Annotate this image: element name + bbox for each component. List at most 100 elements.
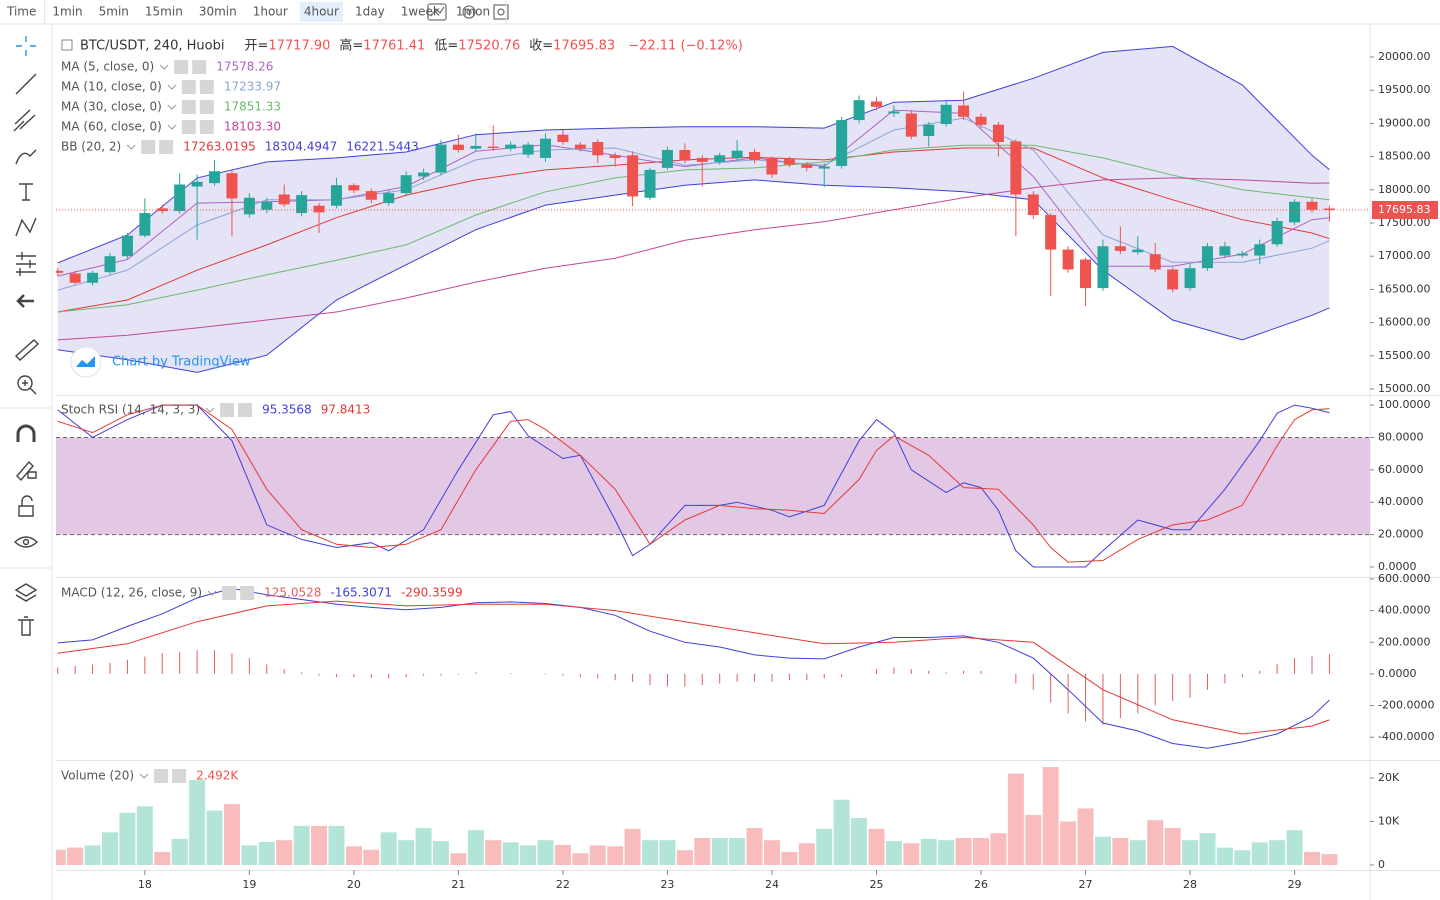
candle-body [905, 113, 917, 137]
pattern-tool[interactable] [15, 217, 37, 237]
candle-body [783, 158, 795, 165]
candle-body [156, 208, 168, 212]
volume-bar [136, 806, 153, 865]
volume-bar [432, 841, 449, 865]
settings-button[interactable] [154, 769, 169, 783]
candle-body [1097, 246, 1109, 289]
volume-bar [102, 832, 119, 865]
remove-button[interactable] [238, 403, 253, 417]
settings-button[interactable] [181, 80, 196, 94]
y-tick-label: 15000.00 [1378, 382, 1431, 395]
candle-body [923, 124, 935, 137]
stoch-pane [56, 404, 1370, 568]
settings-button[interactable] [141, 140, 156, 154]
interval-button[interactable]: 1hour [253, 5, 288, 19]
layers-tool[interactable] [14, 583, 38, 602]
y-tick-label: 18500.00 [1378, 150, 1431, 163]
crosshair-tool[interactable] [16, 36, 36, 56]
candle-body [818, 166, 830, 169]
candle-body [1045, 215, 1057, 250]
interval-button[interactable]: 1week [401, 5, 440, 19]
fib-tool[interactable] [13, 109, 36, 132]
legend-name: MA (60, close, 0) [61, 120, 162, 134]
volume-bar [345, 846, 362, 865]
legend-name: MA (5, close, 0) [61, 60, 154, 74]
screenshot-button[interactable] [493, 4, 509, 20]
lock-tool[interactable] [18, 495, 34, 517]
remove-button[interactable] [192, 60, 207, 74]
interval-button[interactable]: 1mon [456, 5, 490, 19]
volume-bar [990, 833, 1007, 865]
remove-button[interactable] [199, 80, 214, 94]
collapse-arrow [167, 104, 177, 110]
candle-body [766, 158, 778, 175]
x-tick-label: 20 [347, 878, 361, 891]
interval-button[interactable]: 5min [99, 5, 129, 19]
legend-name: Volume (20) [61, 769, 134, 783]
y-tick-label: 0 [1378, 858, 1385, 871]
chart-type-button[interactable] [427, 3, 447, 21]
remove-button[interactable] [159, 140, 174, 154]
last-price-box [1372, 201, 1438, 220]
collapse-button[interactable] [61, 39, 73, 51]
volume-bar [833, 799, 850, 865]
ruler-tool[interactable] [14, 339, 40, 361]
settings-button[interactable] [462, 5, 476, 19]
ohlc-label: 低= [434, 39, 458, 54]
candle-body [470, 145, 482, 149]
settings-button[interactable] [181, 120, 196, 134]
y-tick-label: 200.0000 [1378, 635, 1431, 648]
top-bar [0, 0, 1440, 24]
settings-button[interactable] [222, 586, 237, 600]
delete-tool[interactable] [18, 616, 34, 636]
zoom-tool[interactable] [17, 375, 33, 391]
settings-button[interactable] [220, 403, 235, 417]
settings-icon [466, 9, 472, 15]
volume-bar [241, 845, 258, 865]
interval-button[interactable]: 1day [355, 5, 385, 19]
ohlc-value: 17761.41 [363, 39, 425, 54]
remove-button[interactable] [172, 769, 187, 783]
settings-button[interactable] [174, 60, 189, 74]
interval-button[interactable]: 1min [52, 5, 82, 19]
candle-body [383, 193, 395, 204]
legend-value: 17233.97 [224, 80, 281, 94]
interval-button[interactable]: 30min [199, 5, 237, 19]
prediction-tool[interactable] [16, 252, 36, 276]
brush-tool[interactable] [15, 149, 37, 165]
indicator-line [57, 45, 1330, 264]
candle-body [731, 150, 743, 158]
x-tick-label: 18 [138, 878, 152, 891]
interval-button[interactable]: 15min [145, 5, 183, 19]
remove-button[interactable] [240, 586, 255, 600]
volume-bar [1182, 840, 1199, 865]
volume-bar [1251, 842, 1268, 865]
x-tick-label: 26 [974, 878, 988, 891]
interval-button[interactable]: 4hour [304, 5, 339, 19]
remove-button[interactable] [199, 100, 214, 114]
candle-body [661, 149, 673, 168]
candle-body [1149, 254, 1161, 270]
candle-body [1080, 259, 1092, 289]
trendline-tool[interactable] [15, 73, 37, 95]
y-tick-label: 10K [1378, 814, 1400, 827]
collapse-arrow [207, 590, 217, 596]
remove-button[interactable] [199, 120, 214, 134]
y-tick-label: 16500.00 [1378, 282, 1431, 295]
magnet-tool[interactable] [16, 424, 36, 442]
volume-bar [607, 846, 624, 865]
lock-draw-tool[interactable] [16, 460, 37, 482]
candle-body [870, 101, 882, 107]
text-tool[interactable] [19, 183, 33, 201]
candle-body [487, 146, 499, 148]
y-tick-label: 17000.00 [1378, 249, 1431, 262]
interval-button[interactable]: Time [6, 5, 36, 19]
candle-body [56, 270, 64, 273]
settings-button[interactable] [181, 100, 196, 114]
last-price-label: 17695.83 [1378, 203, 1431, 216]
visibility-tool[interactable] [13, 536, 39, 548]
volume-bar [502, 842, 519, 865]
back-tool[interactable] [16, 294, 34, 308]
candle-body [174, 184, 186, 212]
candle-body [226, 173, 238, 199]
